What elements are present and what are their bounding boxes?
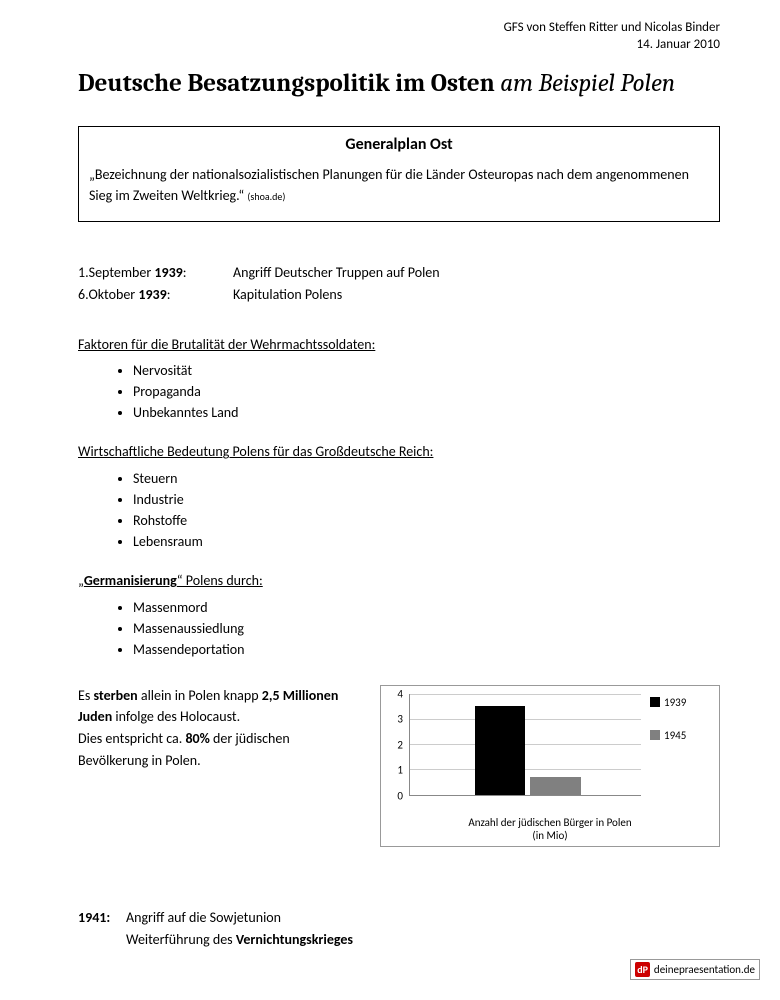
legend-item: 1939	[650, 694, 715, 711]
meta-date: 14. Januar 2010	[0, 37, 720, 54]
timeline-date: 1.September 1939:	[78, 262, 233, 284]
watermark: dP deinepraesentation.de	[630, 959, 760, 980]
definition-box: Generalplan Ost „Bezeichnung der nationa…	[78, 126, 720, 222]
timeline: 1.September 1939: Angriff Deutscher Trup…	[78, 262, 720, 305]
timeline-row: 6.Oktober 1939: Kapitulation Polens	[78, 284, 720, 306]
bar	[475, 706, 526, 794]
bullet-list: Nervosität Propaganda Unbekanntes Land	[78, 360, 720, 423]
bar	[530, 777, 581, 795]
section-heading: Wirtschaftliche Bedeutung Polens für das…	[78, 441, 720, 463]
section-heading: Faktoren für die Brutalität der Wehrmach…	[78, 334, 720, 356]
chart-caption: Anzahl der jüdischen Bürger in Polen(in …	[385, 816, 715, 842]
bullet-list: Steuern Industrie Rohstoffe Lebensraum	[78, 468, 720, 552]
box-title: Generalplan Ost	[89, 135, 709, 154]
content: 1.September 1939: Angriff Deutscher Trup…	[0, 222, 780, 847]
page-title: Deutsche Besatzungspolitik im Osten am B…	[0, 54, 780, 98]
section-heading: „Germanisierung“ Polens durch:	[78, 570, 720, 592]
box-quote: „Bezeichnung der nationalsozialistischen…	[89, 164, 709, 207]
timeline-row: 1.September 1939: Angriff Deutscher Trup…	[78, 262, 720, 284]
watermark-logo: dP	[635, 962, 650, 977]
list-item: Unbekanntes Land	[133, 402, 720, 423]
list-item: Nervosität	[133, 360, 720, 381]
list-item: Industrie	[133, 489, 720, 510]
watermark-text: deinepraesentation.de	[654, 963, 755, 976]
footer-timeline: 1941: Angriff auf die Sowjetunion Weiter…	[0, 847, 780, 950]
bullet-list: Massenmord Massenaussiedlung Massendepor…	[78, 597, 720, 660]
list-item: Steuern	[133, 468, 720, 489]
header-meta: GFS von Steffen Ritter und Nicolas Binde…	[0, 0, 780, 54]
footer-year: 1941:	[78, 907, 126, 950]
timeline-text: Kapitulation Polens	[233, 284, 342, 306]
plot-area	[409, 694, 641, 796]
chart-plot: 01234	[385, 694, 645, 814]
chart-text: Es sterben allein in Polen knapp 2,5 Mil…	[78, 685, 360, 847]
timeline-text: Angriff Deutscher Truppen auf Polen	[233, 262, 440, 284]
list-item: Lebensraum	[133, 531, 720, 552]
list-item: Massenmord	[133, 597, 720, 618]
list-item: Propaganda	[133, 381, 720, 402]
title-bold: Deutsche Besatzungspolitik im Osten	[78, 69, 495, 98]
meta-authors: GFS von Steffen Ritter und Nicolas Binde…	[0, 20, 720, 37]
list-item: Massendeportation	[133, 639, 720, 660]
title-italic: am Beispiel Polen	[495, 69, 675, 98]
y-axis: 01234	[385, 694, 407, 796]
chart-row: Es sterben allein in Polen knapp 2,5 Mil…	[78, 685, 720, 847]
list-item: Rohstoffe	[133, 510, 720, 531]
list-item: Massenaussiedlung	[133, 618, 720, 639]
footer-text: Angriff auf die Sowjetunion Weiterführun…	[126, 907, 353, 950]
legend-item: 1945	[650, 727, 715, 744]
bar-chart: 01234 1939 1945 Anzahl der jüdischen Bürg…	[380, 685, 720, 847]
timeline-date: 6.Oktober 1939:	[78, 284, 233, 306]
chart-legend: 1939 1945	[645, 694, 715, 744]
